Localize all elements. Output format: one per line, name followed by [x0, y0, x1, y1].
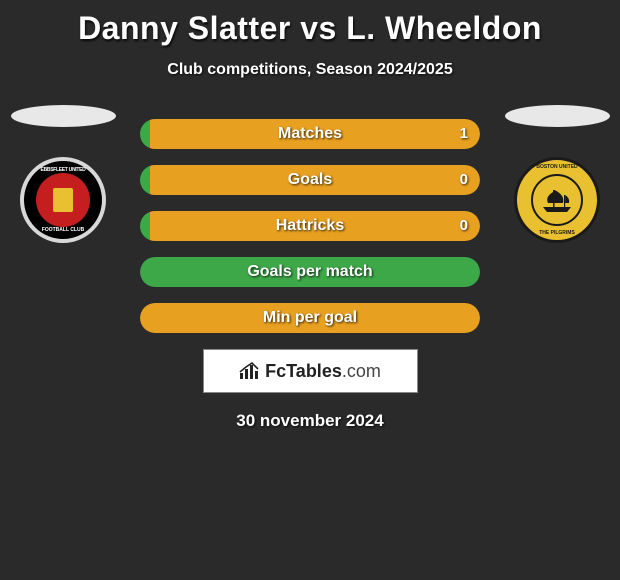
stat-row: Goals per match — [140, 257, 480, 287]
right-badge-text-bottom: THE PILGRIMS — [517, 230, 597, 236]
stat-label: Min per goal — [140, 303, 480, 333]
stat-label: Goals — [140, 165, 480, 195]
right-team-name-oval — [505, 105, 610, 127]
ship-icon — [539, 187, 575, 213]
stat-row: Hattricks0 — [140, 211, 480, 241]
left-team-column: EBBSFLEET UNITED FOOTBALL CLUB — [8, 105, 118, 243]
stat-value-right: 0 — [460, 211, 468, 241]
brand-text: FcTables.com — [265, 361, 381, 382]
right-badge-inner — [531, 174, 583, 226]
comparison-infographic: Danny Slatter vs L. Wheeldon Club compet… — [0, 0, 620, 580]
stat-bars: Matches1Goals0Hattricks0Goals per matchM… — [140, 119, 480, 333]
left-badge-inner — [36, 173, 90, 227]
right-team-column: BOSTON UNITED THE PILGRIMS — [502, 105, 612, 243]
stat-value-right: 0 — [460, 165, 468, 195]
stat-row: Goals0 — [140, 165, 480, 195]
brand-suffix: .com — [342, 361, 381, 381]
left-team-badge: EBBSFLEET UNITED FOOTBALL CLUB — [20, 157, 106, 243]
comparison-date: 30 november 2024 — [0, 411, 620, 431]
left-team-name-oval — [11, 105, 116, 127]
right-team-badge: BOSTON UNITED THE PILGRIMS — [514, 157, 600, 243]
left-badge-text-bottom: FOOTBALL CLUB — [24, 227, 102, 233]
stat-label: Hattricks — [140, 211, 480, 241]
page-title: Danny Slatter vs L. Wheeldon — [0, 0, 620, 47]
brand-name: FcTables — [265, 361, 342, 381]
content-area: EBBSFLEET UNITED FOOTBALL CLUB BOSTON UN… — [0, 119, 620, 431]
chart-icon — [239, 362, 261, 380]
left-badge-center-shield — [53, 188, 73, 212]
stat-value-right: 1 — [460, 119, 468, 149]
stat-row: Matches1 — [140, 119, 480, 149]
stat-label: Matches — [140, 119, 480, 149]
stat-label: Goals per match — [140, 257, 480, 287]
brand-box: FcTables.com — [203, 349, 418, 393]
page-subtitle: Club competitions, Season 2024/2025 — [0, 61, 620, 79]
right-badge-text-top: BOSTON UNITED — [517, 164, 597, 170]
stat-row: Min per goal — [140, 303, 480, 333]
